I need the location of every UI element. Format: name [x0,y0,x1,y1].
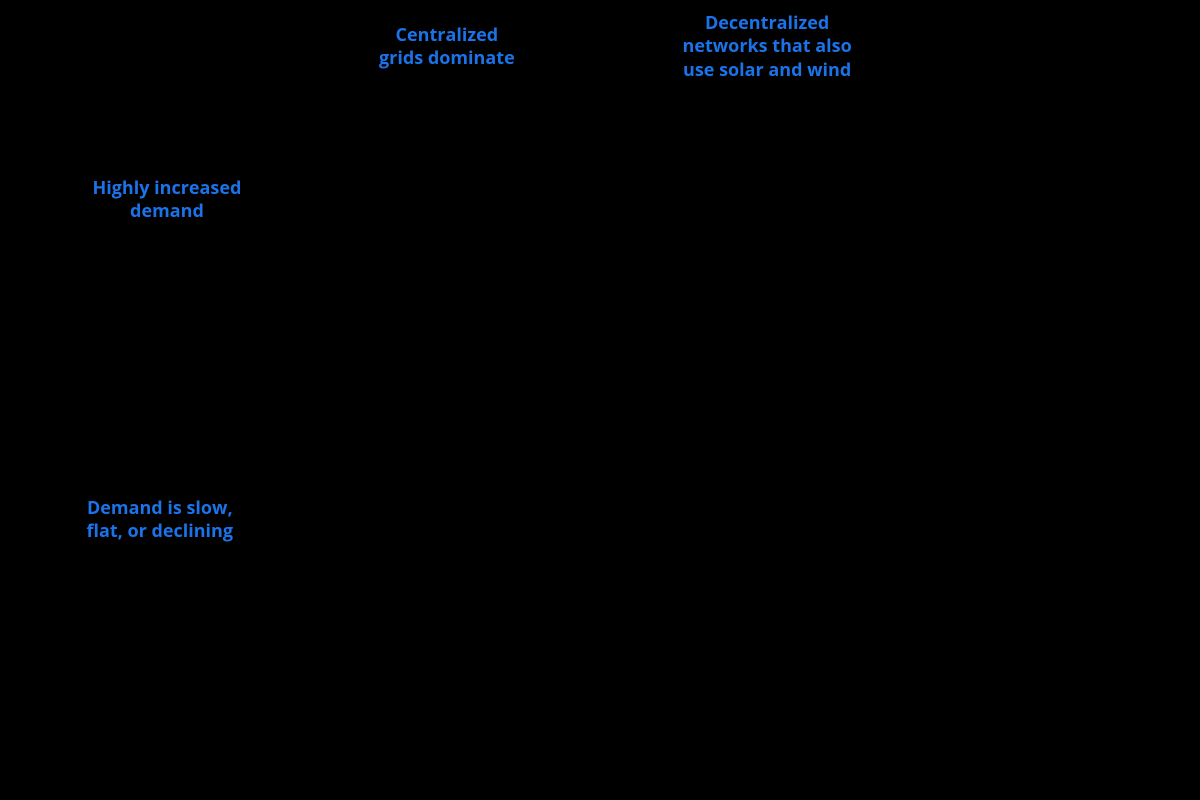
axis-label-demand-slow-flat-declining: Demand is slow, flat, or declining [87,497,234,544]
axis-label-centralized-grids: Centralized grids dominate [379,24,515,71]
axis-label-decentralized-networks: Decentralized networks that also use sol… [683,12,852,82]
axis-label-highly-increased-demand: Highly increased demand [93,177,242,224]
